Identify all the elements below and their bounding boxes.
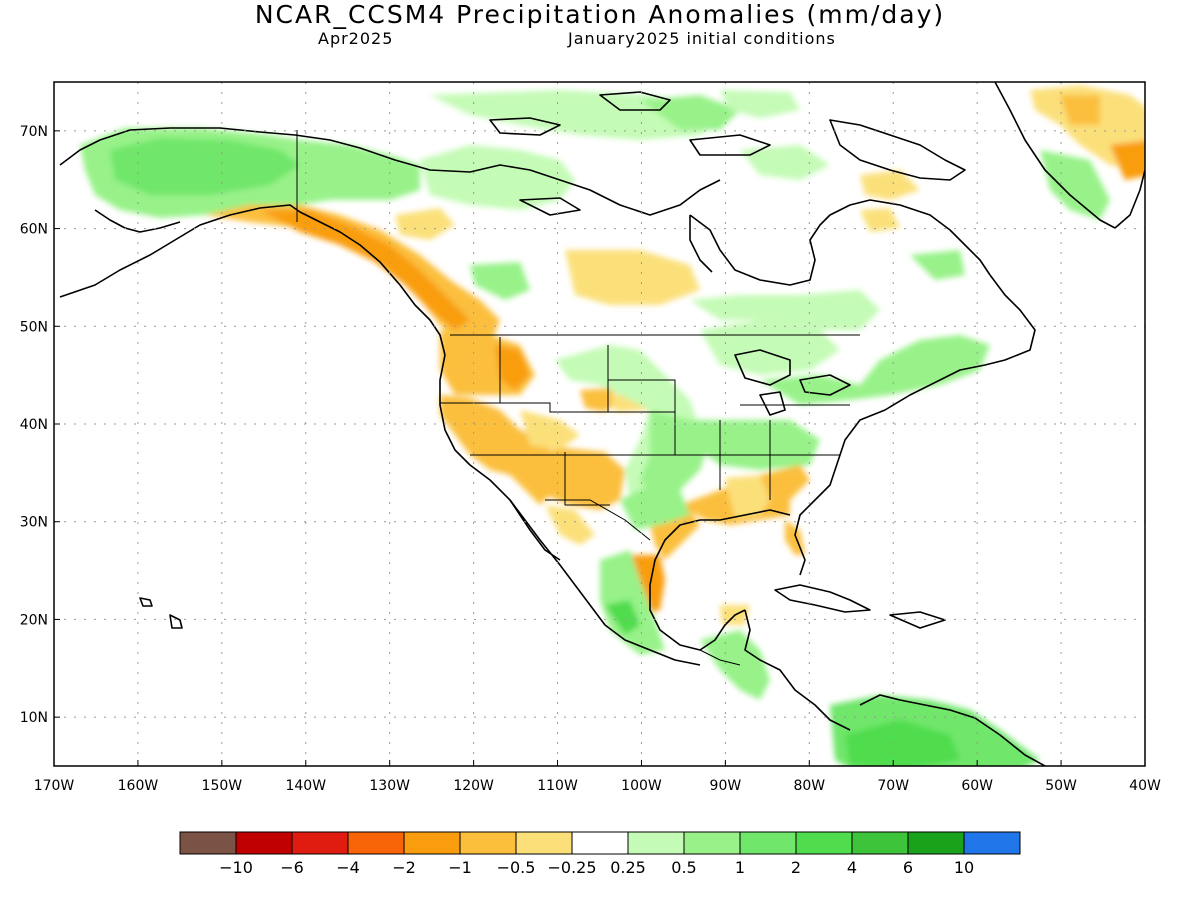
lat-tick-label: 10N [20, 710, 48, 726]
lon-tick-label: 70W [877, 778, 909, 794]
lat-tick-label: 70N [20, 124, 48, 140]
colorbar-swatch [851, 831, 909, 855]
colorbar-swatch [515, 831, 573, 855]
graticule [54, 82, 1145, 766]
lat-tick-label: 60N [20, 222, 48, 238]
lon-tick-label: 60W [961, 778, 993, 794]
lon-tick-label: 170W [34, 778, 75, 794]
colorbar-swatch [235, 831, 293, 855]
colorbar-label: 1 [734, 858, 746, 877]
colorbar-label: −10 [219, 858, 253, 877]
colorbar-swatch [795, 831, 853, 855]
colorbar-label: −2 [392, 858, 416, 877]
valid-month-label: Apr2025 [318, 29, 394, 48]
anomaly-field [59, 82, 1145, 766]
colorbar-swatch [627, 831, 685, 855]
colorbar-label: 0.25 [610, 858, 646, 877]
colorbar-label: 10 [953, 858, 975, 877]
lon-tick-label: 80W [793, 778, 825, 794]
lon-tick-label: 40W [1129, 778, 1161, 794]
colorbar-swatch [459, 831, 517, 855]
colorbar-swatch [347, 831, 405, 855]
colorbar-label: 6 [902, 858, 914, 877]
political-borders [296, 130, 860, 666]
axis-ticks: 170W 160W 150W 140W 130W 120W 110W 100W 90W 80W 70… [20, 124, 1161, 794]
lon-tick-label: 100W [621, 778, 662, 794]
lon-tick-label: 150W [202, 778, 243, 794]
colorbar-swatch [739, 831, 797, 855]
lon-tick-label: 90W [710, 778, 742, 794]
lat-tick-label: 20N [20, 612, 48, 628]
coastlines [59, 82, 1145, 766]
colorbar-swatch [403, 831, 461, 855]
lon-tick-label: 50W [1045, 778, 1077, 794]
colorbar [179, 831, 1021, 855]
lat-tick-label: 40N [20, 417, 48, 433]
colorbar-swatch [571, 831, 629, 855]
colorbar-swatch [179, 831, 237, 855]
colorbar-label: −4 [336, 858, 360, 877]
colorbar-swatch [963, 831, 1021, 855]
lon-tick-label: 120W [453, 778, 494, 794]
colorbar-swatch [291, 831, 349, 855]
lat-tick-label: 50N [20, 319, 48, 335]
map-title: NCAR_CCSM4 Precipitation Anomalies (mm/d… [254, 0, 946, 29]
colorbar-label: 2 [790, 858, 802, 877]
colorbar-label: −1 [448, 858, 472, 877]
lon-tick-label: 130W [369, 778, 410, 794]
colorbar-swatch [907, 831, 965, 855]
colorbar-label: −0.5 [496, 858, 536, 877]
lat-tick-label: 30N [20, 515, 48, 531]
initial-conditions-label: January2025 initial conditions [568, 29, 836, 48]
lon-tick-label: 160W [118, 778, 159, 794]
colorbar-label: −0.25 [547, 858, 597, 877]
colorbar-label: −6 [280, 858, 304, 877]
lon-tick-label: 140W [285, 778, 326, 794]
colorbar-label: 4 [846, 858, 858, 877]
colorbar-swatch [683, 831, 741, 855]
colorbar-label: 0.5 [671, 858, 697, 877]
lon-tick-label: 110W [537, 778, 578, 794]
